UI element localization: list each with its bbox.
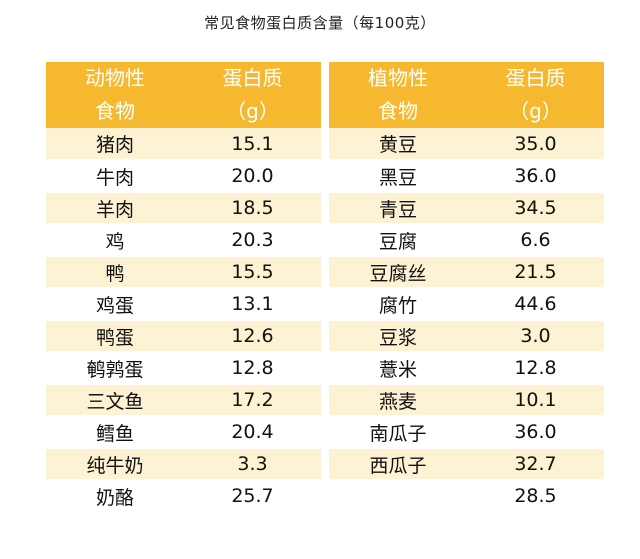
protein-value-cell: 20.4 bbox=[184, 416, 321, 449]
food-name-cell: 豆腐丝 bbox=[329, 256, 467, 289]
header-protein-unit: （g） bbox=[467, 95, 604, 128]
table-row: 鸡 20.3 bbox=[46, 224, 321, 257]
food-name-cell bbox=[329, 480, 467, 513]
food-name-cell: 奶酪 bbox=[46, 480, 184, 513]
protein-value-cell: 17.2 bbox=[184, 384, 321, 417]
table-row: 青豆 34.5 bbox=[329, 192, 604, 225]
table-header-row: 食物 （g） bbox=[329, 95, 604, 128]
food-name-cell: 南瓜子 bbox=[329, 416, 467, 449]
food-name-cell: 猪肉 bbox=[46, 128, 184, 161]
table-row: 牛肉 20.0 bbox=[46, 160, 321, 193]
table-row: 鸭 15.5 bbox=[46, 256, 321, 289]
protein-value-cell: 20.0 bbox=[184, 160, 321, 193]
page-title: 常见食物蛋白质含量（每100克） bbox=[204, 14, 436, 32]
table-header-row: 动物性 蛋白质 bbox=[46, 62, 321, 95]
food-name-cell: 青豆 bbox=[329, 192, 467, 225]
header-food-type: 食物 bbox=[46, 95, 184, 128]
table-row: 黑豆 36.0 bbox=[329, 160, 604, 193]
plant-food-table: 植物性 蛋白质 食物 （g） 黄豆 35.0 黑豆 36.0 青豆 34.5 豆腐 6.6 豆腐… bbox=[329, 62, 604, 513]
food-name-cell: 鸭蛋 bbox=[46, 320, 184, 353]
food-name-cell: 牛肉 bbox=[46, 160, 184, 193]
table-row: 鸭蛋 12.6 bbox=[46, 320, 321, 353]
protein-value-cell: 36.0 bbox=[467, 160, 604, 193]
header-food-type: 动物性 bbox=[46, 62, 184, 95]
table-body: 黄豆 35.0 黑豆 36.0 青豆 34.5 豆腐 6.6 豆腐丝 21.5 腐竹 44.6 豆浆 3.… bbox=[329, 128, 604, 513]
table-row: 燕麦 10.1 bbox=[329, 384, 604, 417]
food-name-cell: 燕麦 bbox=[329, 384, 467, 417]
table-row: 鸡蛋 13.1 bbox=[46, 288, 321, 321]
header-protein-unit: （g） bbox=[184, 95, 321, 128]
protein-value-cell: 15.1 bbox=[184, 128, 321, 161]
table-row: 豆腐丝 21.5 bbox=[329, 256, 604, 289]
table-row: 西瓜子 32.7 bbox=[329, 448, 604, 481]
protein-value-cell: 25.7 bbox=[184, 480, 321, 513]
table-row: 28.5 bbox=[329, 480, 604, 513]
table-row: 纯牛奶 3.3 bbox=[46, 448, 321, 481]
food-name-cell: 三文鱼 bbox=[46, 384, 184, 417]
protein-value-cell: 12.8 bbox=[184, 352, 321, 385]
food-name-cell: 西瓜子 bbox=[329, 448, 467, 481]
table-row: 豆腐 6.6 bbox=[329, 224, 604, 257]
table-row: 腐竹 44.6 bbox=[329, 288, 604, 321]
protein-value-cell: 28.5 bbox=[467, 480, 604, 513]
table-row: 黄豆 35.0 bbox=[329, 128, 604, 161]
protein-value-cell: 20.3 bbox=[184, 224, 321, 257]
table-row: 鹌鹑蛋 12.8 bbox=[46, 352, 321, 385]
table-row: 鳕鱼 20.4 bbox=[46, 416, 321, 449]
protein-value-cell: 32.7 bbox=[467, 448, 604, 481]
food-name-cell: 豆腐 bbox=[329, 224, 467, 257]
food-name-cell: 黑豆 bbox=[329, 160, 467, 193]
food-name-cell: 黄豆 bbox=[329, 128, 467, 161]
header-protein: 蛋白质 bbox=[184, 62, 321, 95]
table-row: 羊肉 18.5 bbox=[46, 192, 321, 225]
food-name-cell: 鹌鹑蛋 bbox=[46, 352, 184, 385]
food-name-cell: 薏米 bbox=[329, 352, 467, 385]
header-food-type: 食物 bbox=[329, 95, 467, 128]
protein-value-cell: 3.3 bbox=[184, 448, 321, 481]
protein-value-cell: 12.8 bbox=[467, 352, 604, 385]
protein-value-cell: 3.0 bbox=[467, 320, 604, 353]
protein-value-cell: 21.5 bbox=[467, 256, 604, 289]
food-name-cell: 鳕鱼 bbox=[46, 416, 184, 449]
protein-value-cell: 12.6 bbox=[184, 320, 321, 353]
table-header-row: 植物性 蛋白质 bbox=[329, 62, 604, 95]
protein-value-cell: 18.5 bbox=[184, 192, 321, 225]
protein-value-cell: 36.0 bbox=[467, 416, 604, 449]
protein-value-cell: 6.6 bbox=[467, 224, 604, 257]
food-name-cell: 鸡 bbox=[46, 224, 184, 257]
table-body: 猪肉 15.1 牛肉 20.0 羊肉 18.5 鸡 20.3 鸭 15.5 鸡蛋 13.1 鸭蛋 12.6… bbox=[46, 128, 321, 513]
food-name-cell: 鸭 bbox=[46, 256, 184, 289]
table-row: 猪肉 15.1 bbox=[46, 128, 321, 161]
table-row: 薏米 12.8 bbox=[329, 352, 604, 385]
protein-value-cell: 15.5 bbox=[184, 256, 321, 289]
food-name-cell: 豆浆 bbox=[329, 320, 467, 353]
food-name-cell: 纯牛奶 bbox=[46, 448, 184, 481]
table-row: 南瓜子 36.0 bbox=[329, 416, 604, 449]
protein-value-cell: 34.5 bbox=[467, 192, 604, 225]
table-row: 奶酪 25.7 bbox=[46, 480, 321, 513]
protein-value-cell: 35.0 bbox=[467, 128, 604, 161]
table-row: 三文鱼 17.2 bbox=[46, 384, 321, 417]
protein-value-cell: 10.1 bbox=[467, 384, 604, 417]
header-food-type: 植物性 bbox=[329, 62, 467, 95]
header-protein: 蛋白质 bbox=[467, 62, 604, 95]
table-row: 豆浆 3.0 bbox=[329, 320, 604, 353]
animal-food-table: 动物性 蛋白质 食物 （g） 猪肉 15.1 牛肉 20.0 羊肉 18.5 鸡 20.3 鸭 1… bbox=[46, 62, 321, 513]
protein-value-cell: 44.6 bbox=[467, 288, 604, 321]
food-name-cell: 鸡蛋 bbox=[46, 288, 184, 321]
food-name-cell: 羊肉 bbox=[46, 192, 184, 225]
protein-value-cell: 13.1 bbox=[184, 288, 321, 321]
table-header-row: 食物 （g） bbox=[46, 95, 321, 128]
food-name-cell: 腐竹 bbox=[329, 288, 467, 321]
